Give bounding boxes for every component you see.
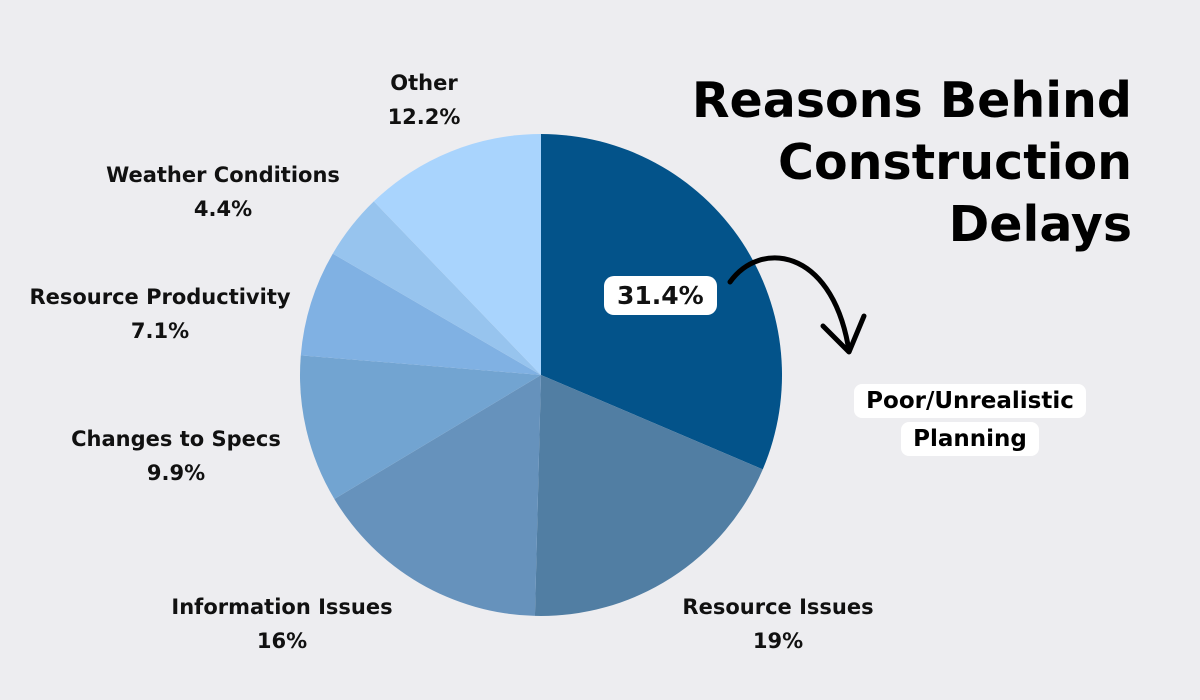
highlight-percentage-badge: 31.4% xyxy=(604,276,717,315)
chart-title: Reasons Behind Construction Delays xyxy=(612,70,1132,256)
curved-arrow-icon xyxy=(727,255,851,348)
pie-slices xyxy=(300,134,782,616)
slice-label-name: Changes to Specs xyxy=(71,427,281,451)
pie-slice-other xyxy=(373,134,541,375)
slice-label-percent: 16% xyxy=(256,629,308,653)
slice-label-name: Weather Conditions xyxy=(106,163,340,187)
slice-label-name: Other xyxy=(390,71,458,95)
arrow-head-icon xyxy=(820,313,867,355)
pie-slice-resource-productivity xyxy=(300,253,541,375)
slice-label-percent: 4.4% xyxy=(193,197,253,221)
slice-label-other: Other 12.2% xyxy=(388,66,461,134)
slice-label-name: Resource Productivity xyxy=(29,285,291,309)
slice-label-changes-to-specs: Changes to Specs 9.9% xyxy=(71,422,281,490)
slice-label-percent: 7.1% xyxy=(130,319,190,343)
slice-label-percent: 9.9% xyxy=(146,461,206,485)
slice-label-weather-conditions: Weather Conditions 4.4% xyxy=(106,158,340,226)
slice-label-resource-productivity: Resource Productivity 7.1% xyxy=(29,280,290,348)
callout-line: Planning xyxy=(901,422,1039,456)
pie-slice-information-issues xyxy=(334,375,541,616)
callout-line: Poor/Unrealistic xyxy=(854,384,1086,418)
pie-slice-resource-issues xyxy=(534,375,763,616)
slice-label-name: Resource Issues xyxy=(682,595,874,619)
slice-label-percent: 19% xyxy=(752,629,804,653)
slice-label-percent: 12.2% xyxy=(387,105,461,129)
title-line: Reasons Behind xyxy=(691,72,1132,129)
pie-slice-changes-to-specs xyxy=(300,355,541,499)
pie-slice-weather-conditions xyxy=(332,201,541,375)
callout-label: Poor/Unrealistic Planning xyxy=(820,382,1120,458)
slice-label-name: Information Issues xyxy=(171,595,393,619)
title-line: Delays xyxy=(948,196,1132,253)
slice-label-resource-issues: Resource Issues 19% xyxy=(682,590,873,658)
slice-label-information-issues: Information Issues 16% xyxy=(171,590,392,658)
title-line: Construction xyxy=(778,134,1132,191)
